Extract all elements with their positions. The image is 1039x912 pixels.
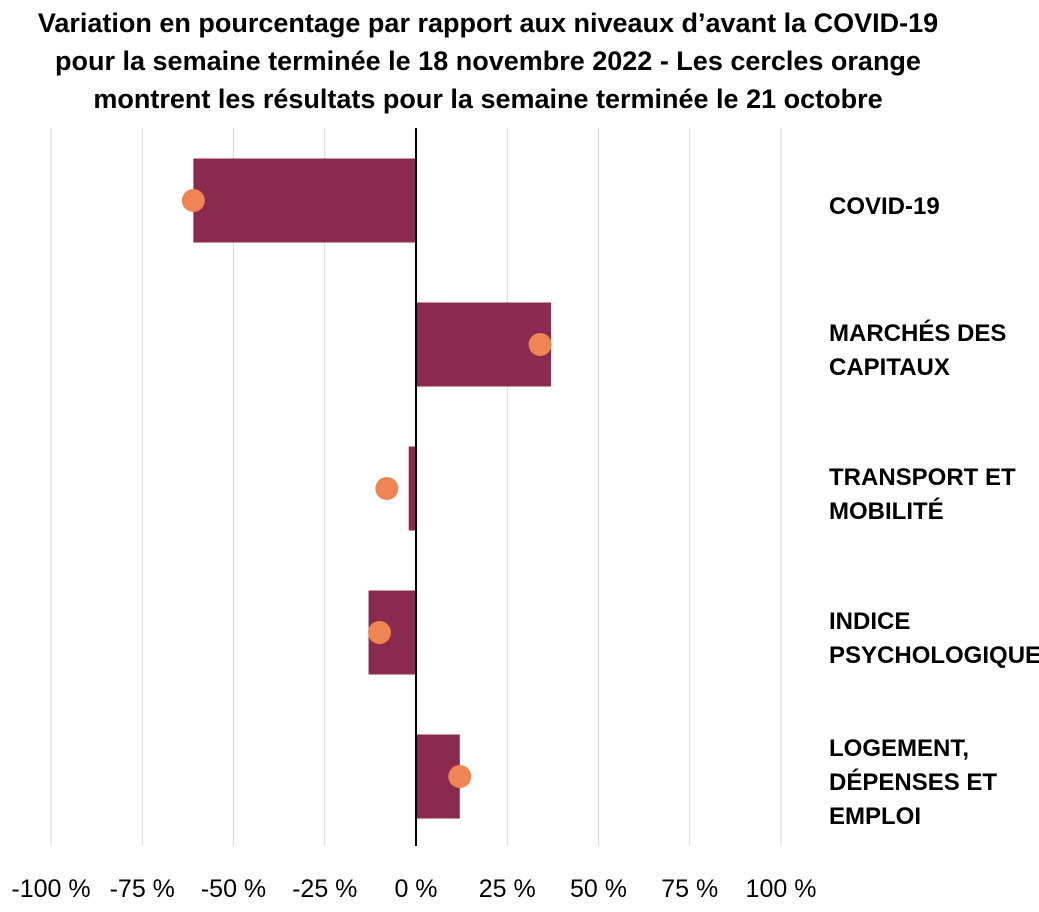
category-label-2-line-1: MOBILITÉ (829, 497, 944, 525)
category-label-4-line-2: EMPLOI (829, 802, 922, 830)
category-label-4: LOGEMENT, DÉPENSES ET EMPLOI (829, 732, 997, 834)
category-label-1-line-1: CAPITAUX (829, 353, 950, 381)
x-tick-label-0: -100 % (11, 875, 90, 903)
category-label-3-line-1: PSYCHOLOGIQUE (829, 641, 1039, 669)
marker-2 (375, 477, 399, 500)
x-tick-label-7: 75 % (661, 875, 718, 903)
category-label-2-line-0: TRANSPORT ET (829, 463, 1016, 491)
chart-title-line-1: Variation en pourcentage par rapport aux… (37, 8, 939, 38)
category-label-1: MARCHÉS DES CAPITAUX (829, 317, 1006, 385)
category-label-3-line-0: INDICE (829, 607, 911, 635)
x-tick-label-1: -75 % (110, 875, 175, 903)
category-label-0-line-0: COVID-19 (829, 192, 940, 220)
bar-2 (408, 446, 416, 531)
x-tick-label-8: 100 % (746, 875, 817, 903)
category-label-4-line-1: DÉPENSES ET (829, 768, 998, 796)
marker-4 (448, 765, 472, 788)
chart-title: Variation en pourcentage par rapport aux… (0, 4, 976, 118)
chart-title-line-2: pour la semaine terminée le 18 novembre … (55, 46, 921, 76)
category-label-3: INDICE PSYCHOLOGIQUE (829, 605, 1039, 673)
marker-1 (528, 333, 552, 356)
category-label-4-line-0: LOGEMENT, (829, 734, 970, 762)
chart-title-line-3: montrent les résultats pour la semaine t… (93, 84, 883, 114)
x-tick-label-6: 50 % (570, 875, 627, 903)
category-label-0: COVID-19 (829, 190, 940, 224)
x-tick-label-2: -50 % (201, 875, 266, 903)
x-tick-label-3: -25 % (292, 875, 357, 903)
category-label-2: TRANSPORT ET MOBILITÉ (829, 461, 1016, 529)
x-tick-label-4: 0 % (394, 875, 437, 903)
category-label-1-line-0: MARCHÉS DES (829, 319, 1007, 347)
marker-3 (368, 621, 391, 644)
marker-0 (181, 189, 205, 212)
x-tick-label-5: 25 % (479, 875, 536, 903)
bar-1 (416, 302, 552, 387)
bar-0 (193, 158, 416, 243)
